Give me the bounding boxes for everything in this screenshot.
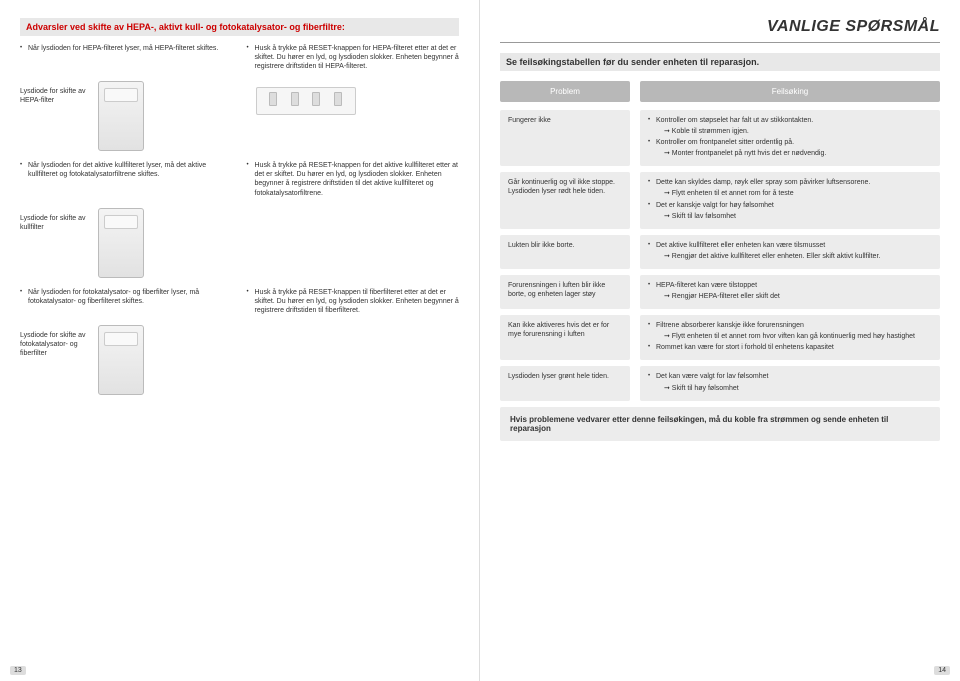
hepa-bullet-1: Når lysdioden for HEPA-filteret lyser, m…	[20, 44, 233, 53]
right-page: VANLIGE SPØRSMÅL Se feilsøkingstabellen …	[480, 0, 960, 681]
fix-bullet: Det er kanskje valgt for høy følsomhet	[648, 201, 932, 210]
divider	[500, 42, 940, 43]
table-row: Lukten blir ikke borte. Det aktive kullfi…	[500, 235, 940, 269]
fix-arrow-line: ➞ Flytt enheten til et annet rom for å t…	[648, 189, 932, 198]
page-number-right: 14	[934, 666, 950, 675]
table-row: Forurensningen i luften blir ikke borte,…	[500, 275, 940, 309]
fix-cell: Kontroller om støpselet har falt ut av s…	[640, 110, 940, 166]
fix-arrow-line: ➞ Koble til strømmen igjen.	[648, 127, 932, 136]
fix-bullet: Rommet kan være for stort i forhold til …	[648, 343, 932, 352]
fix-cell: Det kan være valgt for lav følsomhet ➞ Sk…	[640, 366, 940, 400]
fix-cell: Dette kan skyldes damp, røyk eller spray…	[640, 172, 940, 228]
hepa-bullet-2: Husk å trykke på RESET-knappen for HEPA-…	[247, 44, 460, 71]
fix-arrow-line: ➞ Flytt enheten til et annet rom hvor vi…	[648, 332, 932, 341]
fix-cell: Filtrene absorberer kanskje ikke foruren…	[640, 315, 940, 360]
problem-cell: Fungerer ikke	[500, 110, 630, 166]
fix-arrow-line: ➞ Rengjør HEPA-filteret eller skift det	[648, 292, 932, 301]
carbon-bullet-2: Husk å trykke på RESET-knappen for det a…	[247, 161, 460, 197]
table-row: Fungerer ikke Kontroller om støpselet har…	[500, 110, 940, 166]
carbon-device-row: Lysdiode for skifte av kullfilter	[20, 208, 459, 278]
fix-arrow-line: ➞ Skift til høy følsomhet	[648, 384, 932, 393]
fix-bullet: Det aktive kullfilteret eller enheten ka…	[648, 241, 932, 250]
section-hepa: Når lysdioden for HEPA-filteret lyser, m…	[20, 44, 459, 73]
photo-device-label: Lysdiode for skifte av fotokatalysator- …	[20, 325, 90, 358]
photo-bullet-2: Husk å trykke på RESET-knappen til fiber…	[247, 288, 460, 315]
carbon-device-label: Lysdiode for skifte av kullfilter	[20, 208, 90, 232]
section-photo: Når lysdioden for fotokatalysator- og fi…	[20, 288, 459, 317]
table-row: Kan ikke aktiveres hvis det er for mye f…	[500, 315, 940, 360]
fix-arrow-line: ➞ Skift til lav følsomhet	[648, 212, 932, 221]
fix-arrow-line: ➞ Rengjør det aktive kullfilteret eller …	[648, 252, 932, 261]
problem-cell: Forurensningen i luften blir ikke borte,…	[500, 275, 630, 309]
th-fix: Feilsøking	[640, 81, 940, 102]
problem-cell: Lukten blir ikke borte.	[500, 235, 630, 269]
fix-bullet: Filtrene absorberer kanskje ikke foruren…	[648, 321, 932, 330]
fix-bullet: HEPA-filteret kan være tilstoppet	[648, 281, 932, 290]
page-number-left: 13	[10, 666, 26, 675]
table-row: Går kontinuerlig og vil ikke stoppe. Lys…	[500, 172, 940, 228]
hepa-device-label: Lysdiode for skifte av HEPA-filter	[20, 81, 90, 105]
control-panel-image	[256, 87, 356, 115]
troubleshoot-heading: Se feilsøkingstabellen før du sender enh…	[500, 53, 940, 71]
hepa-device-row: Lysdiode for skifte av HEPA-filter	[20, 81, 459, 151]
table-header: Problem Feilsøking	[500, 81, 940, 102]
photo-bullet-1: Når lysdioden for fotokatalysator- og fi…	[20, 288, 233, 306]
carbon-bullet-1: Når lysdioden for det aktive kullfiltere…	[20, 161, 233, 179]
device-image	[98, 325, 144, 395]
section-carbon: Når lysdioden for det aktive kullfiltere…	[20, 161, 459, 199]
photo-device-row: Lysdiode for skifte av fotokatalysator- …	[20, 325, 459, 395]
left-page: Advarsler ved skifte av HEPA-, aktivt ku…	[0, 0, 480, 681]
fix-bullet: Dette kan skyldes damp, røyk eller spray…	[648, 178, 932, 187]
table-footer: Hvis problemene vedvarer etter denne fei…	[500, 407, 940, 441]
fix-bullet: Det kan være valgt for lav følsomhet	[648, 372, 932, 381]
table-row: Lysdioden lyser grønt hele tiden. Det kan…	[500, 366, 940, 400]
device-image	[98, 208, 144, 278]
fix-arrow-line: ➞ Monter frontpanelet på nytt hvis det e…	[648, 149, 932, 158]
problem-cell: Går kontinuerlig og vil ikke stoppe. Lys…	[500, 172, 630, 228]
device-image	[98, 81, 144, 151]
warning-heading: Advarsler ved skifte av HEPA-, aktivt ku…	[20, 18, 459, 36]
fix-cell: HEPA-filteret kan være tilstoppet ➞ Rengj…	[640, 275, 940, 309]
table-body: Fungerer ikke Kontroller om støpselet har…	[500, 110, 940, 401]
fix-bullet: Kontroller om støpselet har falt ut av s…	[648, 116, 932, 125]
th-problem: Problem	[500, 81, 630, 102]
fix-bullet: Kontroller om frontpanelet sitter ordent…	[648, 138, 932, 147]
problem-cell: Kan ikke aktiveres hvis det er for mye f…	[500, 315, 630, 360]
problem-cell: Lysdioden lyser grønt hele tiden.	[500, 366, 630, 400]
page-title: VANLIGE SPØRSMÅL	[500, 18, 940, 36]
fix-cell: Det aktive kullfilteret eller enheten ka…	[640, 235, 940, 269]
